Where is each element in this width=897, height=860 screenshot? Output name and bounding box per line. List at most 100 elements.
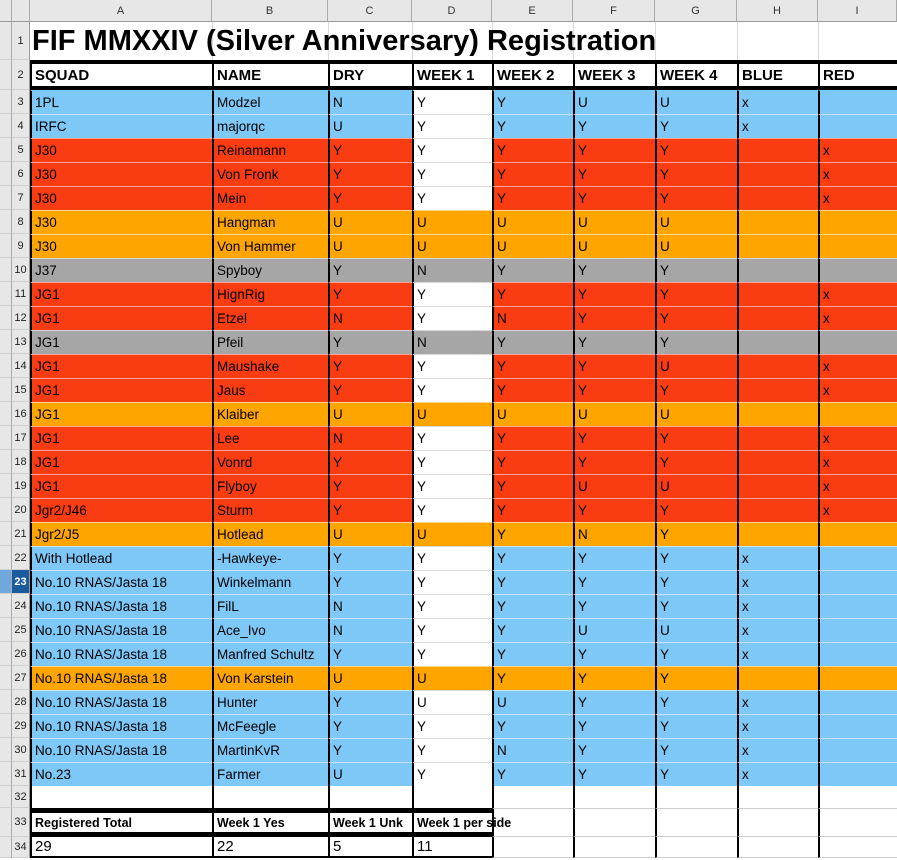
cell-b8[interactable]: Hangman [212, 210, 328, 234]
cell-f18[interactable]: Y [573, 450, 655, 474]
cell-h12[interactable] [737, 306, 818, 330]
cell-i3[interactable] [818, 90, 897, 114]
cell-c4[interactable]: U [328, 114, 412, 138]
cell[interactable] [737, 808, 818, 837]
cell-g6[interactable]: Y [655, 162, 737, 186]
cell-i21[interactable] [818, 522, 897, 546]
cell-a16[interactable]: JG1 [30, 402, 212, 426]
cell-i6[interactable]: x [818, 162, 897, 186]
cell-c9[interactable]: U [328, 234, 412, 258]
cell-h6[interactable] [737, 162, 818, 186]
cell-b24[interactable]: FilL [212, 594, 328, 618]
cell-e11[interactable]: Y [492, 282, 573, 306]
row-header-12[interactable]: 12 [12, 306, 30, 330]
row-header-22[interactable]: 22 [12, 546, 30, 570]
cell-a11[interactable]: JG1 [30, 282, 212, 306]
cell-c25[interactable]: N [328, 618, 412, 642]
cell-c21[interactable]: U [328, 522, 412, 546]
cell-h27[interactable] [737, 666, 818, 690]
cell-b17[interactable]: Lee [212, 426, 328, 450]
cell-c14[interactable]: Y [328, 354, 412, 378]
cell-f4[interactable]: Y [573, 114, 655, 138]
cell-d12[interactable]: Y [412, 306, 492, 330]
header-blue[interactable]: BLUE [737, 60, 818, 90]
cell-g3[interactable]: U [655, 90, 737, 114]
cell-b11[interactable]: HignRig [212, 282, 328, 306]
cell-g21[interactable]: Y [655, 522, 737, 546]
cell-c30[interactable]: Y [328, 738, 412, 762]
cell-g30[interactable]: Y [655, 738, 737, 762]
cell-e7[interactable]: Y [492, 186, 573, 210]
cell-h19[interactable] [737, 474, 818, 498]
row-header-10[interactable]: 10 [12, 258, 30, 282]
cell-a28[interactable]: No.10 RNAS/Jasta 18 [30, 690, 212, 714]
cell-c29[interactable]: Y [328, 714, 412, 738]
cell-i30[interactable] [818, 738, 897, 762]
cell-c27[interactable]: U [328, 666, 412, 690]
cell-e31[interactable]: Y [492, 762, 573, 786]
row-header-4[interactable]: 4 [12, 114, 30, 138]
row-header-5[interactable]: 5 [12, 138, 30, 162]
cell-c26[interactable]: Y [328, 642, 412, 666]
cell-e24[interactable]: Y [492, 594, 573, 618]
cell-g18[interactable]: Y [655, 450, 737, 474]
cell-i20[interactable]: x [818, 498, 897, 522]
header-red[interactable]: RED [818, 60, 897, 90]
cell-e1[interactable] [492, 22, 573, 60]
cell-b23[interactable]: Winkelmann [212, 570, 328, 594]
cell-a23[interactable]: No.10 RNAS/Jasta 18 [30, 570, 212, 594]
cell-e14[interactable]: Y [492, 354, 573, 378]
cell-f6[interactable]: Y [573, 162, 655, 186]
row-header-9[interactable]: 9 [12, 234, 30, 258]
cell-b30[interactable]: MartinKvR [212, 738, 328, 762]
cell-c18[interactable]: Y [328, 450, 412, 474]
cell-e8[interactable]: U [492, 210, 573, 234]
cell-i11[interactable]: x [818, 282, 897, 306]
cell-a4[interactable]: IRFC [30, 114, 212, 138]
cell-e4[interactable]: Y [492, 114, 573, 138]
cell-c1[interactable] [328, 22, 412, 60]
cell-a24[interactable]: No.10 RNAS/Jasta 18 [30, 594, 212, 618]
cell-h25[interactable]: x [737, 618, 818, 642]
cell-c6[interactable]: Y [328, 162, 412, 186]
cell-h15[interactable] [737, 378, 818, 402]
cell-h17[interactable] [737, 426, 818, 450]
cell-e19[interactable]: Y [492, 474, 573, 498]
cell[interactable] [737, 786, 818, 808]
cell-d27[interactable]: U [412, 666, 492, 690]
cell-i27[interactable] [818, 666, 897, 690]
cell-a5[interactable]: J30 [30, 138, 212, 162]
cell-f25[interactable]: U [573, 618, 655, 642]
cell-d13[interactable]: N [412, 330, 492, 354]
cell-g11[interactable]: Y [655, 282, 737, 306]
cell-i5[interactable]: x [818, 138, 897, 162]
cell-g4[interactable]: Y [655, 114, 737, 138]
cell-h8[interactable] [737, 210, 818, 234]
cell-c23[interactable]: Y [328, 570, 412, 594]
cell-f14[interactable]: Y [573, 354, 655, 378]
cell-f11[interactable]: Y [573, 282, 655, 306]
cell-d25[interactable]: Y [412, 618, 492, 642]
cell-c13[interactable]: Y [328, 330, 412, 354]
column-header-b[interactable]: B [212, 0, 328, 22]
cell-d19[interactable]: Y [412, 474, 492, 498]
cell-b22[interactable]: -Hawkeye- [212, 546, 328, 570]
cell-i22[interactable] [818, 546, 897, 570]
cell[interactable] [412, 786, 492, 808]
cell-g1[interactable] [655, 22, 737, 60]
cell-h5[interactable] [737, 138, 818, 162]
cell-a29[interactable]: No.10 RNAS/Jasta 18 [30, 714, 212, 738]
cell-d14[interactable]: Y [412, 354, 492, 378]
cell-e27[interactable]: Y [492, 666, 573, 690]
cell-b25[interactable]: Ace_Ivo [212, 618, 328, 642]
cell-b29[interactable]: McFeegle [212, 714, 328, 738]
cell-i25[interactable] [818, 618, 897, 642]
cell-i24[interactable] [818, 594, 897, 618]
cell-f22[interactable]: Y [573, 546, 655, 570]
cell-d15[interactable]: Y [412, 378, 492, 402]
cell-e10[interactable]: Y [492, 258, 573, 282]
cell-i31[interactable] [818, 762, 897, 786]
cell-i13[interactable] [818, 330, 897, 354]
cell-f29[interactable]: Y [573, 714, 655, 738]
cell-d26[interactable]: Y [412, 642, 492, 666]
